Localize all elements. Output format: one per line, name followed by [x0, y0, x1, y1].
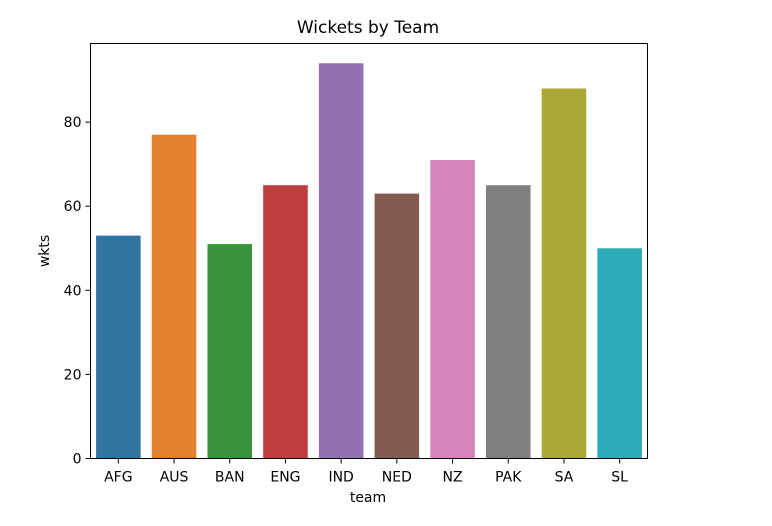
bar-ned [374, 193, 420, 459]
y-tick-label: 40 [64, 283, 82, 299]
x-tick-label: SL [611, 470, 628, 486]
x-tick-label: IND [328, 470, 353, 486]
x-tick-label: NED [382, 470, 412, 486]
x-tick-label: ENG [270, 470, 300, 486]
x-tick-label: AUS [160, 470, 189, 486]
x-tick-label: NZ [443, 470, 463, 486]
y-axis-title: wkts [37, 235, 53, 267]
plot-frame [90, 43, 648, 459]
bars-layer [96, 63, 642, 459]
y-tick-label: 0 [73, 452, 82, 468]
bar-ind [318, 63, 364, 459]
y-axis: 0 20 40 60 80 [64, 115, 91, 468]
x-tick-label: PAK [495, 470, 522, 486]
bar-afg [96, 235, 141, 459]
y-tick-label: 60 [64, 199, 82, 215]
bar-eng [263, 185, 308, 459]
bar-ban [207, 244, 253, 459]
y-tick-label: 80 [64, 115, 82, 131]
x-tick-label: BAN [215, 470, 245, 486]
y-tick-label: 20 [64, 367, 82, 383]
x-axis: AFG AUS BAN ENG IND NED NZ PAK SA SL [104, 458, 628, 486]
x-tick-label: AFG [104, 470, 132, 486]
x-tick-label: SA [555, 470, 574, 486]
bar-sa [541, 88, 587, 459]
bar-pak [485, 185, 531, 459]
x-axis-title: team [350, 490, 386, 506]
chart-title: Wickets by Team [297, 18, 439, 38]
bar-sl [597, 248, 642, 459]
bar-nz [430, 159, 475, 459]
bar-aus [151, 134, 197, 459]
